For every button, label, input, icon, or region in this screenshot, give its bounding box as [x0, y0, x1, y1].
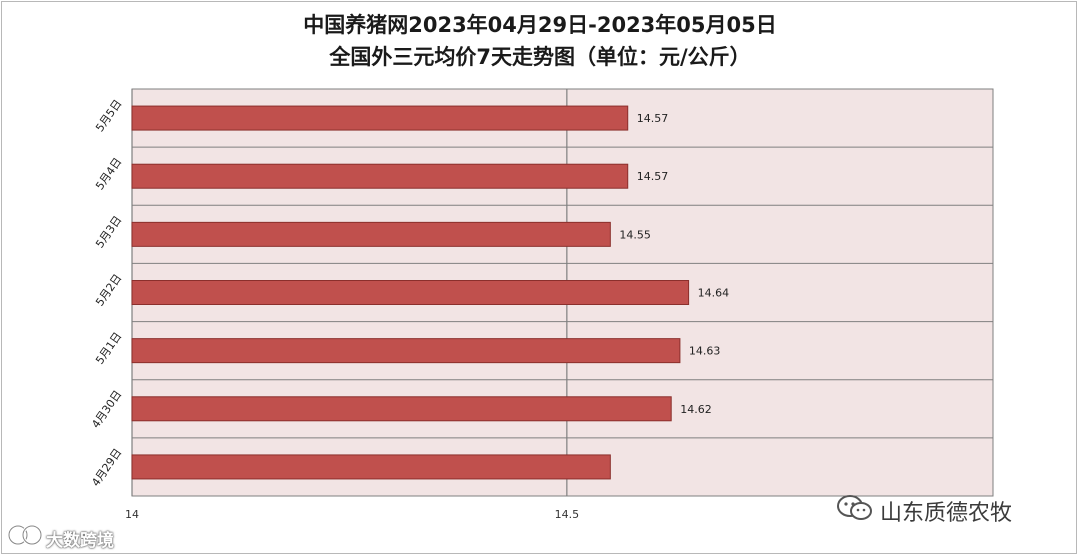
watermark-brand-name: 大数跨境 — [46, 531, 114, 551]
data-label: 14.57 — [637, 112, 669, 125]
bar — [131, 105, 629, 131]
y-tick-label: 4月30日 — [89, 388, 124, 431]
data-label: 14.62 — [680, 403, 712, 416]
x-tick-label: 14.5 — [555, 508, 580, 521]
watermark-account-name: 山东质德农牧 — [880, 501, 1013, 526]
x-tick-label: 14 — [125, 508, 139, 521]
data-label: 14.64 — [698, 287, 730, 300]
y-tick-label: 5月4日 — [93, 155, 124, 192]
data-label: 14.57 — [637, 170, 669, 183]
bar — [131, 280, 690, 305]
brand-logo-icon — [7, 524, 43, 546]
bar — [131, 396, 672, 422]
y-tick-label: 4月29日 — [89, 446, 124, 489]
bar — [131, 338, 681, 364]
y-tick-label: 5月2日 — [93, 272, 124, 309]
bar — [131, 163, 629, 189]
wechat-icon — [837, 495, 872, 520]
data-label: 14.63 — [689, 345, 721, 358]
y-tick-label: 5月1日 — [93, 330, 124, 367]
data-label: 14.55 — [619, 228, 651, 241]
bar — [131, 454, 611, 480]
chart-subtitle: 全国外三元均价7天走势图（单位：元/公斤） — [329, 45, 751, 69]
y-tick-label: 5月3日 — [93, 214, 124, 251]
y-tick-label: 5月5日 — [93, 97, 124, 134]
bar — [131, 221, 611, 247]
chart-title: 中国养猪网2023年04月29日-2023年05月05日 — [303, 13, 777, 37]
